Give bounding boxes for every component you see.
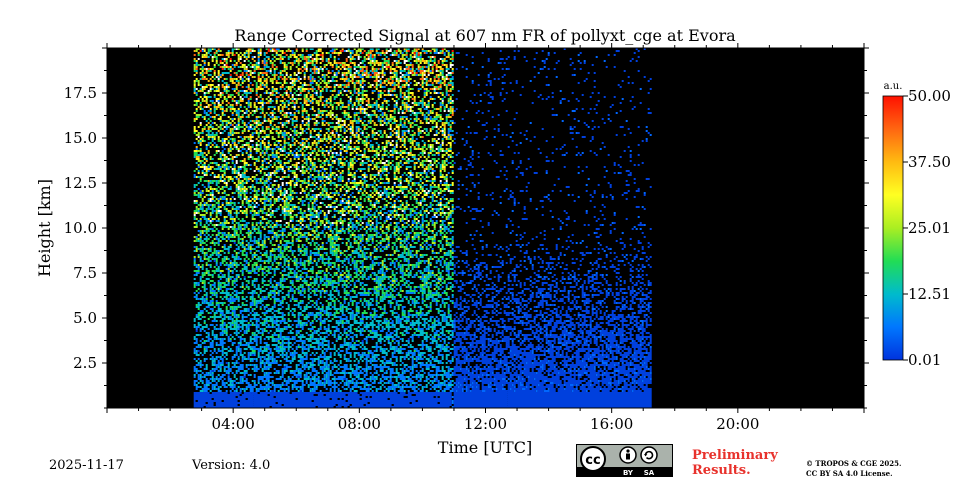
heatmap-cells <box>453 52 652 392</box>
y-tick-label: 12.5 <box>64 174 97 192</box>
colorbar-ticks: 0.01 12.51 25.01 37.50 50.00 <box>903 87 951 369</box>
y-tick-label: 10.0 <box>64 219 97 237</box>
plot-area <box>106 47 865 409</box>
x-tick-label: 04:00 <box>212 415 255 433</box>
footer-date: 2025-11-17 <box>49 458 124 473</box>
y-axis: 2.5 5.0 7.5 10.0 12.5 15.0 17.5 <box>64 47 869 409</box>
cc-license-badge[interactable]: cc BY SA <box>576 444 673 477</box>
copyright-line-2: CC BY SA 4.0 License. <box>806 469 893 478</box>
preliminary-results-note: Preliminary Results. <box>692 448 778 478</box>
heatmap-cells <box>193 48 454 228</box>
copyright-note: © TROPOS & CGE 2025. CC BY SA 4.0 Licens… <box>806 459 901 479</box>
x-axis: 04:00 08:00 12:00 16:00 20:00 <box>106 43 865 433</box>
colorbar-tick-label: 12.51 <box>908 285 951 303</box>
copyright-line-1: © TROPOS & CGE 2025. <box>806 459 902 468</box>
sa-icon <box>640 446 658 464</box>
cc-text: cc <box>585 453 600 468</box>
heatmap-cells <box>193 48 652 408</box>
heatmap-cells <box>195 392 452 408</box>
footer-version: Version: 4.0 <box>192 458 271 473</box>
colorbar-tick-label: 0.01 <box>908 351 941 369</box>
preliminary-line-2: Results. <box>692 463 751 478</box>
colorbar: a.u. 0.01 12.51 25.01 37.50 50.00 <box>882 81 951 369</box>
y-tick-label: 5.0 <box>73 309 97 327</box>
y-tick-label: 2.5 <box>73 354 97 372</box>
colorbar-tick-label: 25.01 <box>908 219 951 237</box>
by-text: BY <box>623 469 634 476</box>
y-tick-label: 15.0 <box>64 129 97 147</box>
y-axis-label: Height [km] <box>35 179 54 277</box>
sa-text: SA <box>644 469 655 476</box>
heatmap-cells <box>193 48 454 240</box>
x-tick-label: 08:00 <box>338 415 381 433</box>
x-tick-label: 16:00 <box>590 415 633 433</box>
chart-title: Range Corrected Signal at 607 nm FR of p… <box>234 26 736 45</box>
heatmap-cells <box>193 48 454 408</box>
signal-heatmap <box>193 48 652 408</box>
cc-by-sa-icon: cc BY SA <box>577 446 672 476</box>
colorbar-tick-label: 37.50 <box>908 153 951 171</box>
colorbar-tick-label: 50.00 <box>908 87 951 105</box>
x-tick-label: 12:00 <box>464 415 507 433</box>
preliminary-line-1: Preliminary <box>692 448 778 463</box>
colorbar-scale <box>882 95 904 361</box>
colorbar-unit: a.u. <box>884 81 903 92</box>
y-tick-label: 17.5 <box>64 84 97 102</box>
x-axis-label: Time [UTC] <box>438 438 532 457</box>
y-tick-label: 7.5 <box>73 264 97 282</box>
x-tick-label: 20:00 <box>716 415 759 433</box>
